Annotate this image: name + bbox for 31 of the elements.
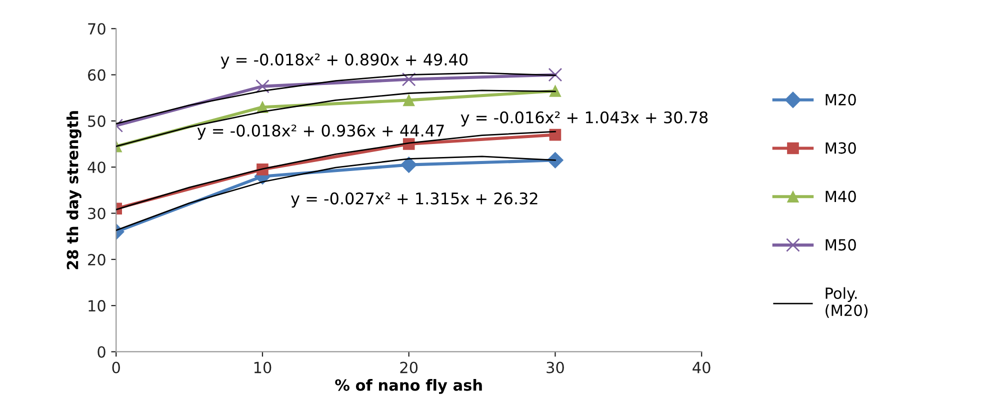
x-tick-label: 10 [254, 362, 272, 374]
y-tick-label: 40 [88, 162, 106, 174]
y-tick-label: 50 [88, 115, 106, 127]
y-axis-title: 28 th day strength [66, 111, 82, 270]
x-tick-label: 40 [692, 362, 710, 374]
annotation: y = -0.016x² + 1.043x + 30.78 [460, 111, 708, 127]
y-tick-label: 60 [88, 69, 106, 81]
annotation: y = -0.018x² + 0.936x + 44.47 [197, 124, 444, 140]
legend-label: M40 [826, 190, 856, 202]
point [549, 85, 562, 97]
legend-label: M20 [826, 94, 856, 106]
y-tick-label: 30 [88, 208, 106, 220]
annotation: y = -0.018x² + 0.890x + 49.40 [220, 53, 468, 69]
legend-label: M50 [826, 239, 856, 251]
annotation: y = -0.027x² + 1.315x + 26.32 [291, 192, 538, 208]
point [256, 79, 270, 94]
x-tick-label: 20 [400, 362, 418, 374]
point [547, 152, 564, 168]
legend-label: Poly. (M20) [826, 287, 868, 318]
x-tick-label: 0 [112, 362, 120, 374]
x-axis-title: % of nano fly ash [335, 379, 482, 394]
y-tick-label: 70 [88, 23, 106, 35]
legend-label: M30 [826, 142, 856, 154]
point [548, 68, 562, 82]
point [402, 94, 415, 106]
point [402, 72, 416, 86]
y-tick-label: 10 [88, 300, 106, 312]
y-tick-label: 0 [98, 346, 106, 358]
x-tick-label: 30 [546, 362, 564, 374]
point [400, 156, 418, 174]
y-tick-label: 20 [88, 254, 106, 266]
